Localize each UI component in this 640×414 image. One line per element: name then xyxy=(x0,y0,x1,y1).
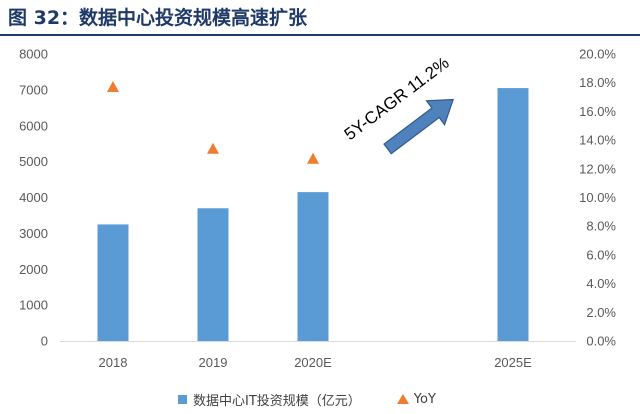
legend: 数据中心IT投资规模（亿元） YoY xyxy=(178,389,436,409)
y-left-tick-label: 2000 xyxy=(19,262,48,277)
y-right-tick-label: 8.0% xyxy=(586,219,616,234)
y-left-tick-label: 7000 xyxy=(19,82,48,97)
x-axis: 2018 2019 2020E 2025E xyxy=(60,341,576,370)
x-tick-label: 2020E xyxy=(294,355,332,370)
legend-triangle-icon xyxy=(396,394,409,404)
y-left-tick-label: 6000 xyxy=(19,118,48,133)
cagr-annotation: 5Y-CAGR 11.2% xyxy=(341,53,454,155)
y-right-tick-label: 2.0% xyxy=(586,305,616,320)
x-tick-label: 2018 xyxy=(99,355,128,370)
y-right-tick-label: 6.0% xyxy=(586,247,616,262)
y-right-tick-label: 20.0% xyxy=(579,47,616,62)
y-right-tick-label: 0.0% xyxy=(586,334,616,349)
y-left-tick-label: 8000 xyxy=(19,47,48,62)
bar xyxy=(197,208,229,341)
y-right-tick-label: 14.0% xyxy=(579,133,616,148)
y-left-tick-label: 5000 xyxy=(19,154,48,169)
yoy-series xyxy=(107,81,319,164)
legend-yoy-label: YoY xyxy=(413,391,436,407)
y-left-tick-label: 1000 xyxy=(19,298,48,313)
left-axis: 0 1000 2000 3000 4000 5000 6000 7000 8000 xyxy=(19,47,48,349)
legend-bar-swatch-icon xyxy=(178,394,187,404)
y-right-tick-label: 12.0% xyxy=(579,161,616,176)
cagr-arrow-icon xyxy=(383,98,454,155)
y-left-tick-label: 0 xyxy=(41,334,48,349)
y-right-tick-label: 10.0% xyxy=(579,190,616,205)
legend-bar-label: 数据中心IT投资规模（亿元） xyxy=(193,393,361,409)
bar xyxy=(497,88,529,341)
x-tick-label: 2025E xyxy=(494,355,532,370)
title-rule xyxy=(0,34,640,36)
yoy-marker xyxy=(307,152,319,164)
y-left-tick-label: 4000 xyxy=(19,190,48,205)
right-axis: 0.0% 2.0% 4.0% 6.0% 8.0% 10.0% 12.0% 14.0% 16.0%… xyxy=(579,47,616,349)
y-right-tick-label: 16.0% xyxy=(579,104,616,119)
y-left-tick-label: 3000 xyxy=(19,226,48,241)
figure-title: 图 32：数据中心投资规模高速扩张 xyxy=(8,7,308,29)
x-tick-label: 2019 xyxy=(199,355,228,370)
bar xyxy=(297,192,329,341)
y-right-tick-label: 18.0% xyxy=(579,75,616,90)
bar-series xyxy=(97,88,529,341)
bar xyxy=(97,224,129,341)
yoy-marker xyxy=(107,81,119,93)
cagr-label: 5Y-CAGR 11.2% xyxy=(341,53,453,144)
y-right-tick-label: 4.0% xyxy=(586,276,616,291)
yoy-marker xyxy=(207,142,219,154)
